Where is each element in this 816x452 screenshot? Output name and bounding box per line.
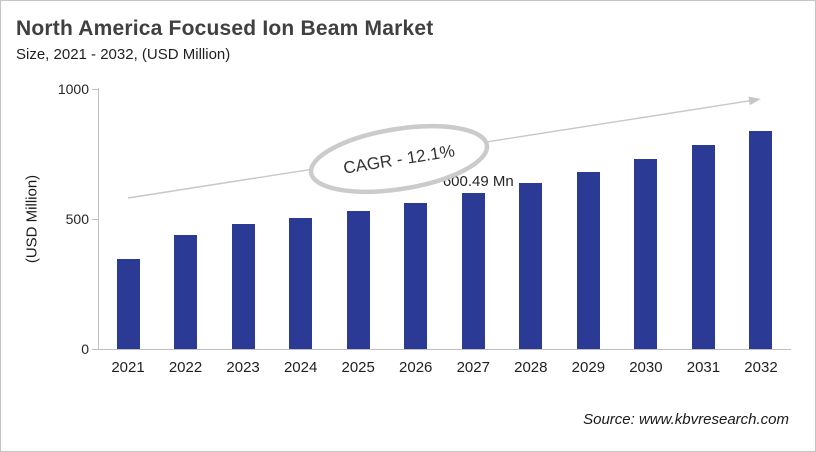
x-axis-label-2032: 2032 <box>744 359 778 376</box>
bar-2025 <box>346 211 370 349</box>
x-axis-label-2030: 2030 <box>629 359 663 376</box>
bar-2029 <box>576 172 600 349</box>
y-tick-label-1000: 1000 <box>57 81 89 97</box>
x-axis-label-2031: 2031 <box>686 359 721 376</box>
bar-2026 <box>404 203 428 349</box>
bar-2030 <box>634 159 658 349</box>
bar-2023 <box>231 224 255 349</box>
chart-subtitle: Size, 2021 - 2032, (USD Million) <box>16 46 231 63</box>
bar-2024 <box>289 217 313 349</box>
bar-2028 <box>519 182 543 349</box>
x-axis-label-2026: 2026 <box>399 359 433 376</box>
y-tick-label-500: 500 <box>65 211 89 227</box>
x-axis-label-2024: 2024 <box>283 359 318 376</box>
x-axis-line <box>98 349 791 350</box>
source-note: Source: www.kbvresearch.com <box>583 411 789 428</box>
x-axis-label-2022: 2022 <box>168 359 203 376</box>
bar-2027 <box>461 192 485 349</box>
x-axis-label-2025: 2025 <box>341 359 375 376</box>
y-axis-line <box>98 88 99 349</box>
y-axis-title: (USD Million) <box>23 174 41 264</box>
bar-2021 <box>116 259 140 349</box>
y-tick-500 <box>92 219 98 220</box>
x-axis-label-2028: 2028 <box>514 359 548 376</box>
x-axis-label-2023: 2023 <box>226 359 260 376</box>
x-axis-label-2027: 2027 <box>456 359 490 376</box>
bar-2022 <box>174 234 198 349</box>
y-tick-label-0: 0 <box>81 341 89 357</box>
y-tick-0 <box>92 349 98 350</box>
y-tick-1000 <box>92 89 98 90</box>
bar-2031 <box>691 144 715 349</box>
x-axis-label-2021: 2021 <box>111 359 145 376</box>
data-label-2027: 600.49 Mn <box>442 172 514 190</box>
bar-2032 <box>749 130 773 349</box>
x-axis-label-2029: 2029 <box>571 359 606 376</box>
chart-title: North America Focused Ion Beam Market <box>16 17 434 40</box>
